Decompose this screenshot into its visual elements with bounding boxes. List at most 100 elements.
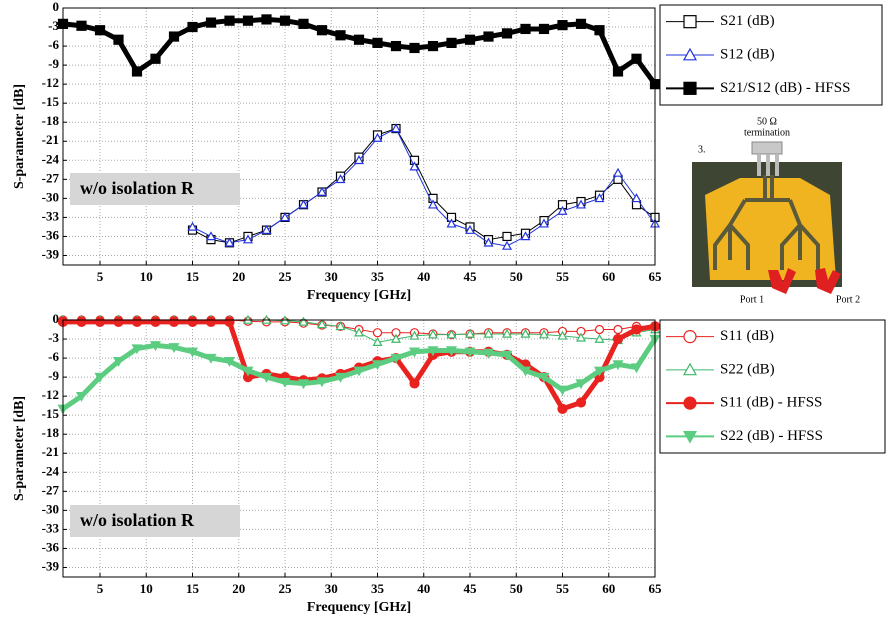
- marker: [131, 344, 143, 355]
- x-tick-label: 55: [556, 269, 570, 284]
- legend: S11 (dB) S22 (dB) S11 (dB) - HFSS S22 (dB) …: [659, 319, 886, 454]
- x-tick-label: 60: [602, 269, 615, 284]
- x-tick-label: 40: [417, 269, 430, 284]
- inset-text: Port 2: [836, 294, 860, 305]
- annotation: w/o isolation R: [80, 510, 195, 530]
- marker: [682, 362, 698, 376]
- marker: [76, 20, 87, 31]
- marker: [75, 391, 88, 402]
- y-tick-label: -24: [42, 151, 60, 166]
- y-tick-label: 0: [53, 0, 60, 14]
- marker: [131, 316, 143, 328]
- marker: [446, 37, 457, 49]
- marker: [408, 347, 421, 358]
- marker: [224, 237, 235, 247]
- legend-frame: [659, 319, 886, 454]
- x-tick-label: 35: [371, 269, 385, 284]
- marker: [149, 341, 162, 352]
- marker: [316, 319, 328, 329]
- marker: [298, 316, 309, 326]
- legend-label: S22 (dB) - HFSS: [720, 428, 823, 444]
- x-tick-label: 55: [556, 581, 570, 596]
- marker: [575, 332, 587, 342]
- y-tick-label: -15: [42, 406, 60, 421]
- marker: [242, 366, 254, 377]
- marker: [150, 53, 161, 64]
- inset-pin: [766, 154, 770, 176]
- inset-photo: 50 Ω termination 3. Port 1 Port 2: [692, 116, 860, 305]
- marker: [316, 377, 328, 388]
- marker: [575, 199, 587, 209]
- y-tick-label: -36: [42, 227, 60, 242]
- marker: [575, 379, 587, 390]
- x-tick-label: 15: [186, 269, 200, 284]
- marker: [261, 14, 272, 25]
- marker: [594, 193, 605, 203]
- marker: [335, 174, 346, 184]
- marker: [483, 328, 494, 338]
- y-tick-label: -27: [42, 482, 60, 497]
- marker: [683, 396, 697, 410]
- x-tick-label: 40: [417, 581, 430, 596]
- marker: [682, 430, 698, 444]
- x-tick-label: 35: [371, 581, 385, 596]
- inset-text: Port 1: [740, 294, 764, 305]
- marker: [538, 329, 550, 339]
- chart: 0 -3 -6 -9 -12 -15 -18 -21 -24 -27 -30 -33 -36 -39 5 10…: [12, 311, 886, 615]
- marker: [390, 333, 402, 343]
- marker: [446, 329, 457, 339]
- y-tick-label: -39: [42, 558, 60, 573]
- marker: [279, 15, 291, 26]
- marker: [334, 372, 347, 383]
- x-tick-label: 45: [464, 269, 478, 284]
- marker: [260, 372, 273, 383]
- inset-text: 3.: [698, 144, 706, 155]
- inset-pin: [757, 154, 761, 176]
- plot-area: [63, 8, 655, 265]
- marker: [483, 31, 494, 42]
- marker: [575, 397, 587, 408]
- marker: [446, 218, 457, 228]
- marker: [427, 329, 439, 339]
- marker: [612, 66, 624, 77]
- marker: [427, 199, 439, 209]
- y-tick-label: -15: [42, 94, 60, 109]
- marker: [279, 212, 291, 222]
- marker: [372, 328, 383, 338]
- x-tick-label: 65: [649, 269, 663, 284]
- marker: [298, 199, 309, 209]
- y-tick-label: -6: [48, 37, 59, 52]
- marker: [94, 316, 106, 328]
- marker: [683, 15, 697, 29]
- marker: [445, 346, 458, 357]
- y-tick-label: -33: [42, 520, 60, 535]
- marker: [353, 155, 365, 165]
- marker: [372, 336, 383, 347]
- marker: [557, 205, 568, 215]
- x-axis-label: Frequency [GHz]: [307, 600, 411, 615]
- marker: [316, 25, 328, 36]
- y-tick-label: -33: [42, 208, 60, 223]
- marker: [205, 17, 217, 28]
- marker: [409, 42, 420, 54]
- marker: [464, 347, 476, 358]
- inset-board: [705, 178, 836, 280]
- x-tick-label: 20: [232, 269, 245, 284]
- y-tick-label: -24: [42, 463, 60, 478]
- marker: [631, 193, 642, 203]
- y-tick-label: 0: [53, 311, 60, 326]
- marker: [538, 372, 550, 383]
- x-tick-label: 45: [464, 581, 478, 596]
- legend-label: S22 (dB): [720, 361, 775, 377]
- marker: [187, 316, 198, 328]
- marker: [94, 372, 106, 383]
- inset-port: [768, 268, 796, 294]
- marker: [205, 231, 217, 241]
- marker: [131, 66, 143, 77]
- marker: [594, 333, 605, 343]
- x-tick-label: 65: [649, 581, 663, 596]
- marker: [113, 34, 124, 45]
- x-tick-label: 60: [602, 581, 615, 596]
- marker: [409, 378, 420, 389]
- marker: [464, 328, 476, 338]
